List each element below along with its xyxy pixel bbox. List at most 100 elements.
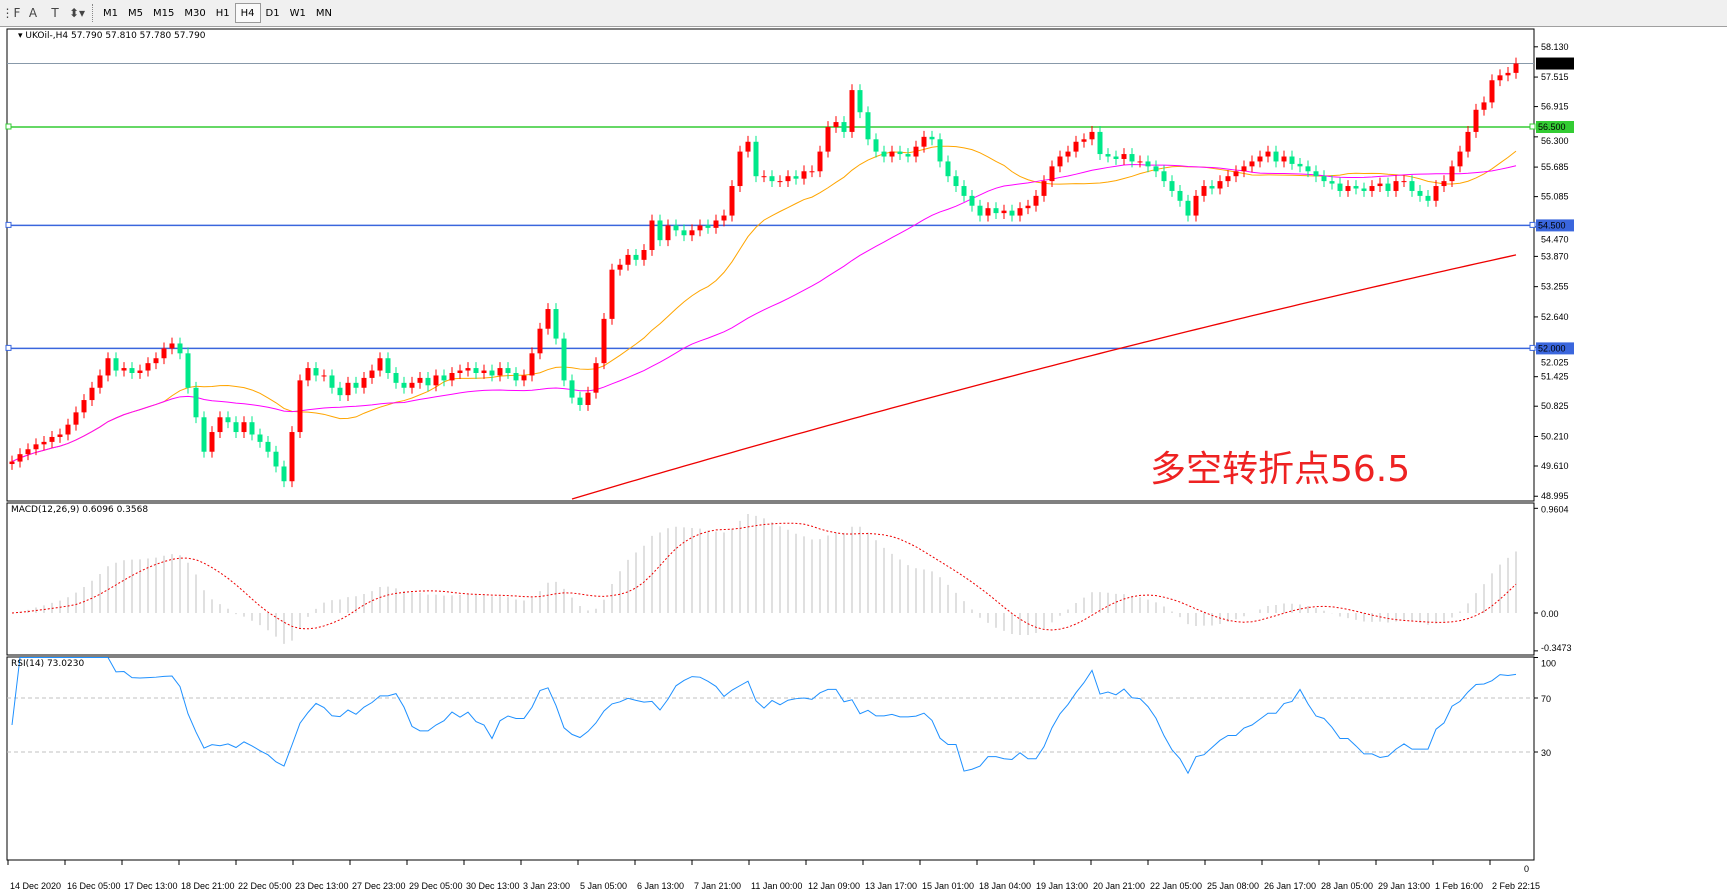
candle	[73, 406, 79, 431]
candle	[1361, 182, 1367, 197]
candle-body	[1345, 186, 1351, 191]
candle-body	[1505, 72, 1511, 76]
candle	[1345, 180, 1351, 197]
candle-body	[889, 151, 895, 157]
candle-body	[1081, 139, 1087, 142]
toolbar: ⋮F A T ⬍▾ M1 M5 M15 M30 H1 H4 D1 W1 MN	[0, 0, 1727, 27]
candle	[393, 367, 399, 389]
candle	[937, 133, 943, 168]
candle	[617, 258, 623, 276]
candle	[1025, 199, 1031, 215]
timeframe-h4[interactable]: H4	[234, 3, 261, 23]
candle-body	[801, 171, 807, 179]
time-label: 22 Dec 05:00	[238, 881, 292, 891]
candle	[9, 455, 15, 470]
timeframe-mn[interactable]: MN	[315, 7, 332, 19]
candle-body	[929, 136, 935, 140]
period-separator-icon[interactable]: ⋮F	[1, 6, 21, 20]
candle-body	[137, 370, 143, 373]
candle-body	[761, 176, 767, 178]
candle	[1505, 66, 1511, 82]
candle-body	[105, 358, 111, 376]
candle-body	[57, 434, 63, 437]
candle	[257, 428, 263, 448]
candle-body	[681, 230, 687, 236]
arrows-dropdown-icon[interactable]: ⬍▾	[68, 6, 86, 20]
text-label-icon[interactable]: T	[51, 6, 59, 20]
text-tool-icon[interactable]: A	[28, 6, 38, 20]
candle	[137, 364, 143, 379]
time-label: 17 Dec 13:00	[124, 881, 178, 891]
candle	[929, 130, 935, 146]
candle-body	[1393, 181, 1399, 191]
timeframe-m1[interactable]: M1	[103, 7, 118, 19]
timeframe-m5[interactable]: M5	[128, 7, 143, 19]
candle	[921, 130, 927, 153]
candle-body	[873, 139, 879, 152]
candle-body	[1033, 195, 1039, 206]
candle-body	[209, 432, 215, 452]
candle-body	[1473, 109, 1479, 132]
candle	[273, 445, 279, 473]
time-label: 15 Jan 01:00	[922, 881, 974, 891]
time-label: 18 Jan 04:00	[979, 881, 1031, 891]
candle	[537, 322, 543, 360]
candle-body	[1105, 154, 1111, 157]
candle-body	[961, 186, 967, 196]
candle	[1449, 160, 1455, 188]
price-tick-label: 55.685	[1541, 162, 1569, 172]
time-label: 20 Jan 21:00	[1093, 881, 1145, 891]
candle-body	[1129, 154, 1135, 162]
price-tick-label: 56.915	[1541, 102, 1569, 112]
candle-body	[649, 220, 655, 250]
candle-body	[937, 139, 943, 162]
level-handle	[5, 123, 12, 130]
candle	[737, 145, 743, 192]
candle-body	[1265, 151, 1271, 157]
level-handle	[1529, 221, 1536, 228]
timeframe-m30[interactable]: M30	[184, 7, 206, 19]
timeframe-d1[interactable]: D1	[265, 7, 280, 19]
candle	[953, 170, 959, 192]
candle	[601, 312, 607, 370]
candle	[25, 443, 31, 461]
candle	[825, 121, 831, 158]
candle	[1281, 150, 1287, 168]
candle-body	[1169, 181, 1175, 191]
candle	[489, 364, 495, 382]
candle	[433, 369, 439, 392]
timeframe-h1[interactable]: H1	[215, 7, 230, 19]
candle-body	[817, 151, 823, 172]
candle-body	[489, 370, 495, 376]
candle	[1297, 157, 1303, 173]
candle-body	[1425, 195, 1431, 201]
candle-body	[857, 90, 863, 113]
collapse-triangle-icon[interactable]: ▾	[18, 31, 23, 41]
timeframe-m15[interactable]: M15	[153, 7, 175, 19]
candle	[313, 362, 319, 382]
candle	[65, 418, 71, 441]
candle	[1417, 185, 1423, 202]
candle-body	[569, 380, 575, 398]
timeframe-w1[interactable]: W1	[289, 7, 306, 19]
candle-body	[1377, 183, 1383, 187]
candle	[865, 106, 871, 146]
candle-body	[241, 422, 247, 433]
time-label: 14 Dec 2020	[10, 881, 61, 891]
candle	[1497, 69, 1503, 87]
candle-body	[825, 127, 831, 152]
candle	[777, 175, 783, 188]
candle	[265, 435, 271, 458]
candle	[649, 214, 655, 256]
candle	[993, 202, 999, 220]
price-tick-label: 56.300	[1541, 136, 1569, 146]
candle-body	[913, 146, 919, 157]
candle	[113, 352, 119, 377]
candle-body	[897, 151, 903, 155]
level-price-label: 54.500	[1538, 220, 1566, 230]
candle-body	[337, 387, 343, 396]
candle-body	[697, 225, 703, 231]
candle	[1369, 180, 1375, 197]
time-label: 13 Jan 17:00	[865, 881, 917, 891]
